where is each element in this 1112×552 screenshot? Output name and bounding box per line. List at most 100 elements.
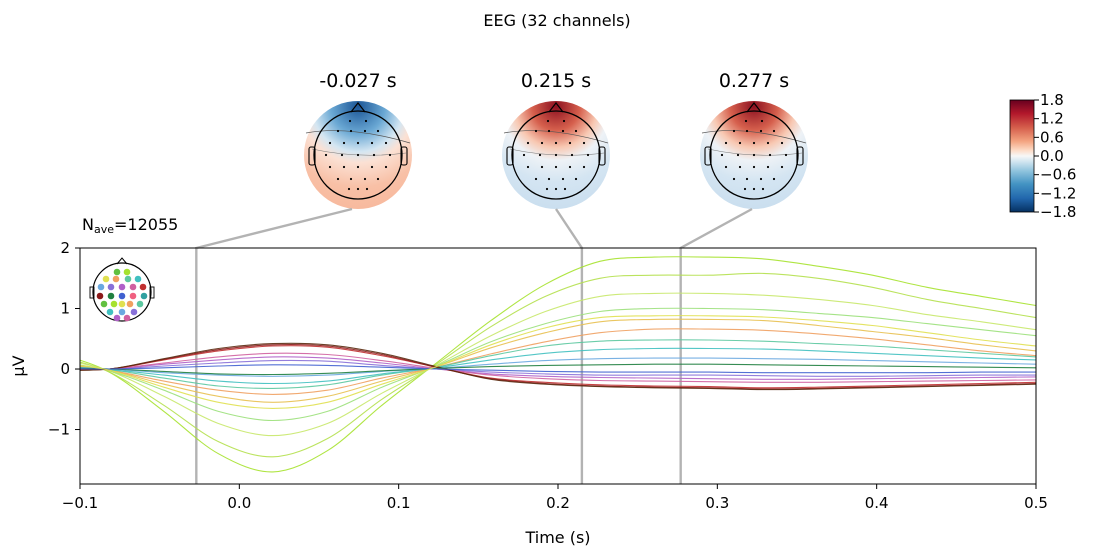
sensor-dot xyxy=(546,119,550,123)
sensor-dot xyxy=(372,153,376,157)
inset-sensor-dot xyxy=(130,308,138,316)
sensor-dot xyxy=(561,129,565,133)
topomap: 0.215 s xyxy=(502,70,610,209)
sensor-dot xyxy=(568,165,572,169)
sensor-dot xyxy=(522,153,526,157)
colorbar-tick-label: −1.2 xyxy=(1040,184,1076,202)
sensor-dot xyxy=(582,165,586,169)
sensor-dot xyxy=(574,129,578,133)
nose xyxy=(350,102,366,113)
inset-sensor-dot xyxy=(113,268,121,276)
sensor-dot xyxy=(554,187,558,191)
sensor-dot xyxy=(356,141,360,145)
sensor-dot xyxy=(363,129,367,133)
x-tick-label: 0.1 xyxy=(387,494,411,512)
inset-sensor-dot xyxy=(102,275,110,283)
x-tick-label: 0.0 xyxy=(227,494,251,512)
inset-sensor-dot xyxy=(96,292,104,300)
sensor-dot xyxy=(356,187,360,191)
colorbar-tick-label: −0.6 xyxy=(1040,166,1076,184)
x-tick-label: 0.2 xyxy=(546,494,570,512)
nose xyxy=(746,102,762,113)
inset-sensor-dot xyxy=(123,314,131,322)
sensor-dot xyxy=(554,165,558,169)
sensor-dot xyxy=(348,119,352,123)
sensor-dot xyxy=(784,153,788,157)
sensor-dot xyxy=(743,187,747,191)
sensor-dot xyxy=(745,129,749,133)
sensor-dot xyxy=(759,129,763,133)
x-axis-ticks: −0.1 0.0 0.1 0.2 0.3 0.4 0.5 xyxy=(62,484,1048,512)
inset-left-ear xyxy=(89,286,95,299)
sensor-dot xyxy=(540,141,544,145)
sensor-dot xyxy=(732,177,736,181)
channel-trace xyxy=(80,343,1036,390)
sensor-dot xyxy=(732,129,736,133)
sensor-dot xyxy=(526,141,530,145)
sensor-dot xyxy=(376,177,380,181)
sensor-dot xyxy=(526,165,530,169)
channel-trace xyxy=(80,315,1036,409)
topomap-time-label: -0.027 s xyxy=(319,70,396,92)
left-ear xyxy=(506,146,514,166)
sensor-dot xyxy=(752,153,756,157)
sensor-dot xyxy=(540,165,544,169)
x-tick-label: −0.1 xyxy=(62,494,98,512)
sensor-dot xyxy=(766,165,770,169)
colorbar-tick-label: −1.8 xyxy=(1040,203,1076,221)
sensor-dot xyxy=(370,141,374,145)
sensor-dot xyxy=(349,177,353,181)
sensor-dot xyxy=(370,165,374,169)
sensor-dot xyxy=(336,129,340,133)
channel-trace xyxy=(80,342,1036,391)
inset-sensor-dot xyxy=(100,300,108,308)
channel-trace xyxy=(80,328,1036,395)
topomap-group: -0.027 s 0.215 s 0.277 s xyxy=(304,70,808,209)
sensor-dot xyxy=(768,153,772,157)
time-marker-lines xyxy=(195,207,753,484)
sensor-layout-inset xyxy=(89,257,155,322)
sensor-dot xyxy=(745,177,749,181)
sensor-dot xyxy=(388,153,392,157)
sensor-dot xyxy=(761,187,765,191)
sensor-dot xyxy=(365,187,369,191)
sensor-dot xyxy=(760,119,764,123)
y-tick-label: 2 xyxy=(60,239,70,257)
sensor-dot xyxy=(356,153,360,157)
channel-trace xyxy=(80,292,1036,437)
butterfly-plot: −0.1 0.0 0.1 0.2 0.3 0.4 0.5 −1 0 1 2 xyxy=(48,239,1048,512)
inset-right-ear xyxy=(149,286,155,299)
sensor-dot xyxy=(720,153,724,157)
inset-sensor-dot xyxy=(107,292,115,300)
y-axis-label: µV xyxy=(9,355,28,376)
inset-sensor-dot xyxy=(118,308,126,316)
inset-sensor-dot xyxy=(118,292,126,300)
sensor-dot xyxy=(340,153,344,157)
x-tick-label: 0.5 xyxy=(1024,494,1048,512)
sensor-dot xyxy=(328,165,332,169)
sensor-dot xyxy=(356,165,360,169)
sensor-dot xyxy=(561,177,565,181)
inset-sensor-dot xyxy=(134,275,142,283)
channel-trace xyxy=(80,356,1036,380)
sensor-dot xyxy=(752,165,756,169)
sensor-dot xyxy=(384,165,388,169)
sensor-dot xyxy=(534,177,538,181)
colorbar-tick-label: 0.0 xyxy=(1040,147,1064,165)
sensor-dot xyxy=(384,141,388,145)
sensor-dot xyxy=(562,119,566,123)
sensor-dot xyxy=(547,177,551,181)
sensor-dot xyxy=(759,177,763,181)
sensor-dot xyxy=(563,187,567,191)
sensor-dot xyxy=(724,165,728,169)
sensor-dot xyxy=(752,141,756,145)
sensor-dot xyxy=(568,141,572,145)
sensor-dot xyxy=(547,129,551,133)
channel-trace xyxy=(80,256,1036,473)
figure-title: EEG (32 channels) xyxy=(483,11,630,30)
channel-trace xyxy=(80,272,1036,458)
head-outline xyxy=(313,110,403,200)
colorbar-gradient xyxy=(1009,99,1035,213)
right-ear xyxy=(796,146,804,166)
sensor-dot xyxy=(570,153,574,157)
